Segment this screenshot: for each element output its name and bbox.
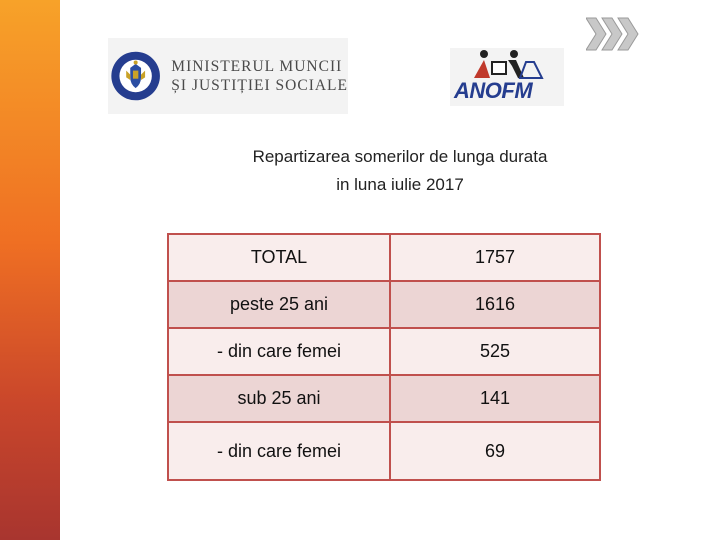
ministry-logo: MINISTERUL MUNCII ȘI JUSTIȚIEI SOCIALE: [108, 38, 348, 114]
row-value: 69: [389, 421, 601, 481]
unemployment-table: TOTAL 1757 peste 25 ani 1616 - din care …: [167, 233, 601, 481]
government-seal-icon: [111, 51, 160, 101]
anofm-logo: ANOFM: [450, 48, 564, 106]
title-line-2: in luna iulie 2017: [336, 175, 464, 194]
row-label: - din care femei: [167, 421, 391, 481]
row-label: - din care femei: [167, 327, 391, 376]
row-label: sub 25 ani: [167, 374, 391, 423]
ministry-line-1: MINISTERUL MUNCII: [171, 58, 343, 75]
table-row: TOTAL 1757: [167, 233, 601, 282]
row-value: 1757: [389, 233, 601, 282]
table-row: - din care femei 69: [167, 421, 601, 481]
row-label: TOTAL: [167, 233, 391, 282]
ministry-name: MINISTERUL MUNCII ȘI JUSTIȚIEI SOCIALE: [171, 57, 348, 95]
row-value: 525: [389, 327, 601, 376]
row-label: peste 25 ani: [167, 280, 391, 329]
title-line-1: Repartizarea somerilor de lunga durata: [252, 147, 548, 166]
table-row: - din care femei 525: [167, 327, 601, 376]
slide-title: Repartizarea somerilor de lunga durata i…: [160, 143, 640, 199]
chevrons-icon: [586, 17, 639, 51]
table-row: sub 25 ani 141: [167, 374, 601, 423]
table-row: peste 25 ani 1616: [167, 280, 601, 329]
row-value: 141: [389, 374, 601, 423]
anofm-figures-icon: [474, 50, 544, 79]
decorative-sidebar: [0, 0, 60, 540]
anofm-wordmark: ANOFM: [454, 78, 533, 103]
row-value: 1616: [389, 280, 601, 329]
ministry-line-2: ȘI JUSTIȚIEI SOCIALE: [171, 77, 348, 94]
